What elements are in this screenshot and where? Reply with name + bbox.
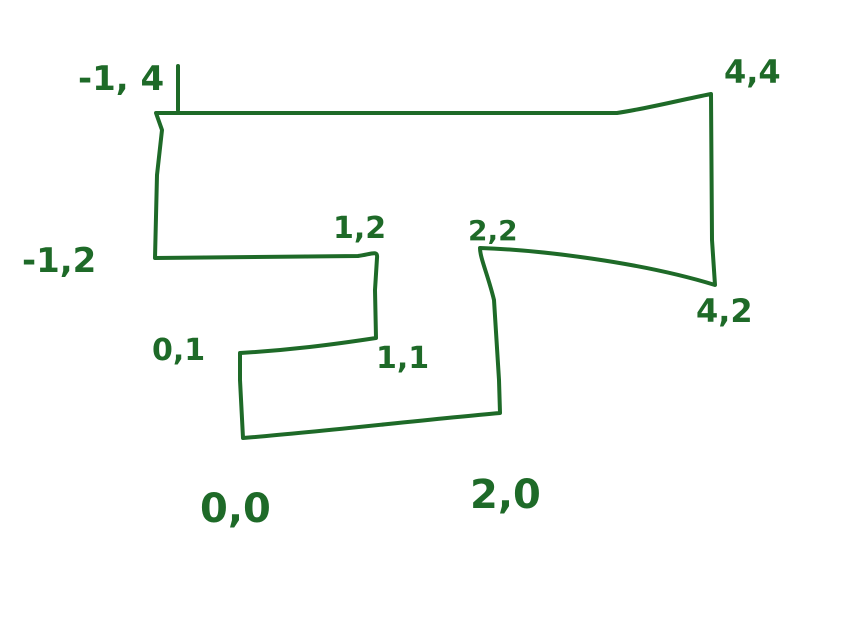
point-label: 4,4 bbox=[724, 53, 781, 91]
point-label: 4,2 bbox=[696, 292, 753, 330]
point-label: 1,1 bbox=[376, 341, 429, 376]
point-label: 0,0 bbox=[200, 486, 271, 532]
point-label: 1,2 bbox=[333, 211, 386, 246]
point-label: -1, 4 bbox=[78, 59, 164, 99]
point-label: 2,0 bbox=[470, 472, 541, 518]
point-label: 0,1 bbox=[152, 333, 205, 368]
point-label: -1,2 bbox=[22, 241, 96, 281]
shape-outline bbox=[153, 92, 717, 440]
point-label: 2,2 bbox=[468, 214, 518, 247]
